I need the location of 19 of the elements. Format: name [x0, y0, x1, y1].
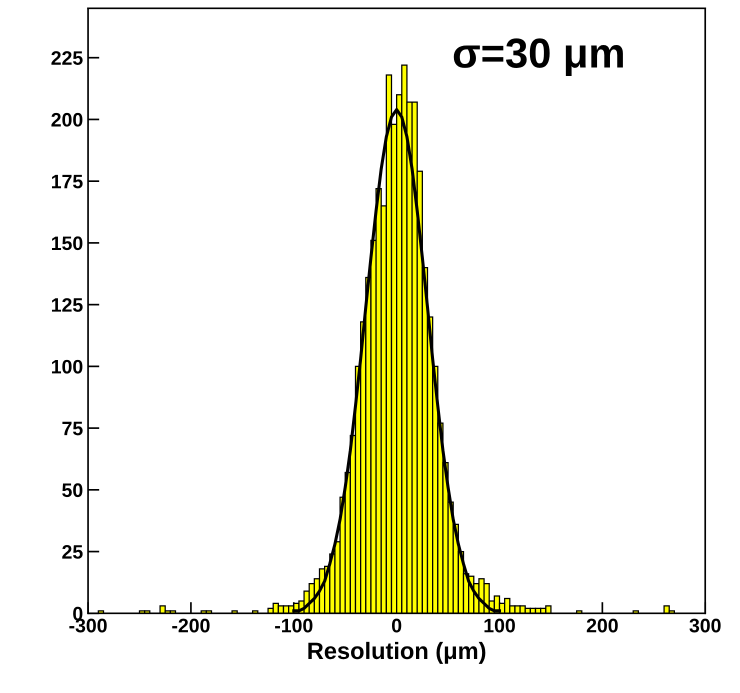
annotation: σ=30 μm	[454, 38, 623, 76]
y-tick-label: 150	[52, 236, 82, 250]
x-tick-label: -200	[172, 618, 210, 632]
y-tick-label: 0	[73, 606, 82, 621]
x-tick-label: 100	[484, 618, 515, 632]
y-tick-label: 75	[62, 422, 83, 436]
y-tick-label: 100	[52, 360, 82, 374]
y-tick-label: 25	[62, 545, 83, 559]
y-tick-label: 200	[51, 112, 82, 127]
x-tick-label: 0	[392, 618, 402, 632]
x-tick-label: 200	[586, 618, 618, 632]
y-tick-label: 175	[52, 174, 83, 188]
x-tick-label: 300	[689, 618, 721, 632]
x-axis-title: Resolution (μm)	[308, 642, 486, 664]
y-tick-label: 225	[51, 51, 83, 65]
x-tick-label: -100	[275, 618, 312, 632]
y-tick-label: 50	[62, 483, 82, 498]
x-tick-label: -300	[69, 618, 107, 632]
y-tick-label: 125	[52, 298, 83, 312]
